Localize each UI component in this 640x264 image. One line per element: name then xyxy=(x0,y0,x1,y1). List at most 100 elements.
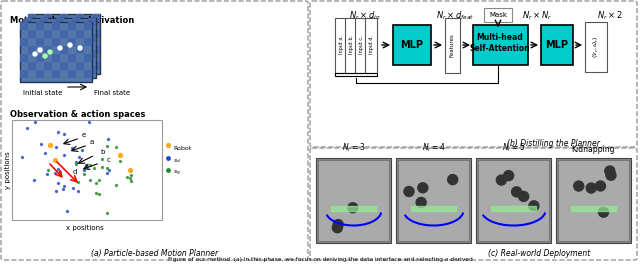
FancyBboxPatch shape xyxy=(88,66,96,74)
FancyBboxPatch shape xyxy=(56,50,64,58)
FancyBboxPatch shape xyxy=(1,1,308,260)
FancyBboxPatch shape xyxy=(484,8,512,22)
FancyBboxPatch shape xyxy=(28,62,36,70)
Point xyxy=(45,143,55,147)
FancyBboxPatch shape xyxy=(64,26,72,34)
FancyBboxPatch shape xyxy=(84,38,92,46)
Circle shape xyxy=(529,201,539,211)
Point xyxy=(111,183,122,187)
FancyBboxPatch shape xyxy=(40,34,48,42)
FancyBboxPatch shape xyxy=(40,66,48,74)
Point xyxy=(85,163,95,167)
Text: $N_r = 5$: $N_r = 5$ xyxy=(502,142,525,154)
FancyBboxPatch shape xyxy=(48,26,56,34)
FancyBboxPatch shape xyxy=(36,38,44,46)
FancyBboxPatch shape xyxy=(44,46,52,54)
Point xyxy=(163,168,173,172)
Point xyxy=(102,166,113,171)
Point xyxy=(93,192,104,196)
Text: Kidnapping: Kidnapping xyxy=(572,145,615,154)
Text: $N_r \times d_{in}$: $N_r \times d_{in}$ xyxy=(349,10,381,22)
Circle shape xyxy=(333,220,343,230)
Circle shape xyxy=(78,46,82,50)
Point xyxy=(61,209,72,213)
Point xyxy=(53,181,63,186)
FancyBboxPatch shape xyxy=(32,58,40,66)
FancyBboxPatch shape xyxy=(56,66,64,74)
FancyBboxPatch shape xyxy=(24,66,32,74)
Text: y positions: y positions xyxy=(5,151,11,189)
Text: Motion planner derivation: Motion planner derivation xyxy=(10,16,134,25)
FancyBboxPatch shape xyxy=(24,50,32,58)
Circle shape xyxy=(518,191,529,201)
FancyBboxPatch shape xyxy=(88,34,96,42)
Text: MLP: MLP xyxy=(401,40,424,50)
Text: Observation & action spaces: Observation & action spaces xyxy=(10,110,145,119)
FancyBboxPatch shape xyxy=(44,30,52,38)
FancyBboxPatch shape xyxy=(36,54,44,62)
FancyBboxPatch shape xyxy=(76,46,84,54)
FancyBboxPatch shape xyxy=(92,30,100,38)
Circle shape xyxy=(497,175,506,185)
Text: a: a xyxy=(90,139,94,145)
Point xyxy=(42,168,52,172)
Point xyxy=(89,166,99,170)
Point xyxy=(126,173,136,177)
FancyBboxPatch shape xyxy=(28,30,36,38)
Text: $N_r \times N_r$: $N_r \times N_r$ xyxy=(522,10,552,22)
FancyBboxPatch shape xyxy=(44,30,52,38)
FancyBboxPatch shape xyxy=(24,18,96,78)
Circle shape xyxy=(511,187,522,197)
FancyBboxPatch shape xyxy=(585,22,607,72)
Text: $N_r = 4$: $N_r = 4$ xyxy=(422,142,445,154)
FancyBboxPatch shape xyxy=(40,18,48,26)
Point xyxy=(42,172,52,176)
FancyBboxPatch shape xyxy=(76,30,84,38)
Circle shape xyxy=(605,166,615,176)
FancyBboxPatch shape xyxy=(310,148,637,260)
Point xyxy=(102,144,113,148)
Point xyxy=(79,171,89,176)
FancyBboxPatch shape xyxy=(44,62,52,70)
FancyBboxPatch shape xyxy=(32,26,40,34)
Circle shape xyxy=(416,197,426,208)
Circle shape xyxy=(573,181,584,191)
Circle shape xyxy=(595,181,605,191)
FancyBboxPatch shape xyxy=(72,50,80,58)
FancyBboxPatch shape xyxy=(20,22,28,30)
Circle shape xyxy=(418,183,428,193)
Text: b: b xyxy=(100,149,104,155)
Point xyxy=(71,160,81,164)
Point xyxy=(58,187,68,191)
Point xyxy=(115,153,125,157)
FancyBboxPatch shape xyxy=(68,22,76,30)
Point xyxy=(73,189,83,194)
Point xyxy=(29,178,40,182)
Circle shape xyxy=(448,175,458,185)
FancyBboxPatch shape xyxy=(52,22,60,30)
FancyBboxPatch shape xyxy=(36,54,44,62)
Point xyxy=(22,126,32,130)
FancyBboxPatch shape xyxy=(92,62,100,70)
Circle shape xyxy=(58,46,62,50)
FancyBboxPatch shape xyxy=(32,42,40,50)
Text: Input b.: Input b. xyxy=(349,35,353,54)
Point xyxy=(163,143,173,147)
FancyBboxPatch shape xyxy=(52,38,60,46)
Point xyxy=(91,191,101,195)
Text: (c) Real-world Deployment: (c) Real-world Deployment xyxy=(488,249,590,258)
FancyBboxPatch shape xyxy=(88,18,96,26)
FancyBboxPatch shape xyxy=(20,54,28,62)
Point xyxy=(125,168,135,172)
Point xyxy=(51,145,61,149)
FancyBboxPatch shape xyxy=(84,38,92,46)
Text: Mask: Mask xyxy=(489,12,507,18)
Circle shape xyxy=(332,223,342,233)
FancyBboxPatch shape xyxy=(393,25,431,65)
Point xyxy=(97,164,107,169)
Text: $N_r \times d_{feat}$: $N_r \times d_{feat}$ xyxy=(436,10,474,22)
Point xyxy=(125,179,136,183)
FancyBboxPatch shape xyxy=(445,18,460,73)
FancyBboxPatch shape xyxy=(80,42,88,50)
FancyBboxPatch shape xyxy=(36,38,44,46)
